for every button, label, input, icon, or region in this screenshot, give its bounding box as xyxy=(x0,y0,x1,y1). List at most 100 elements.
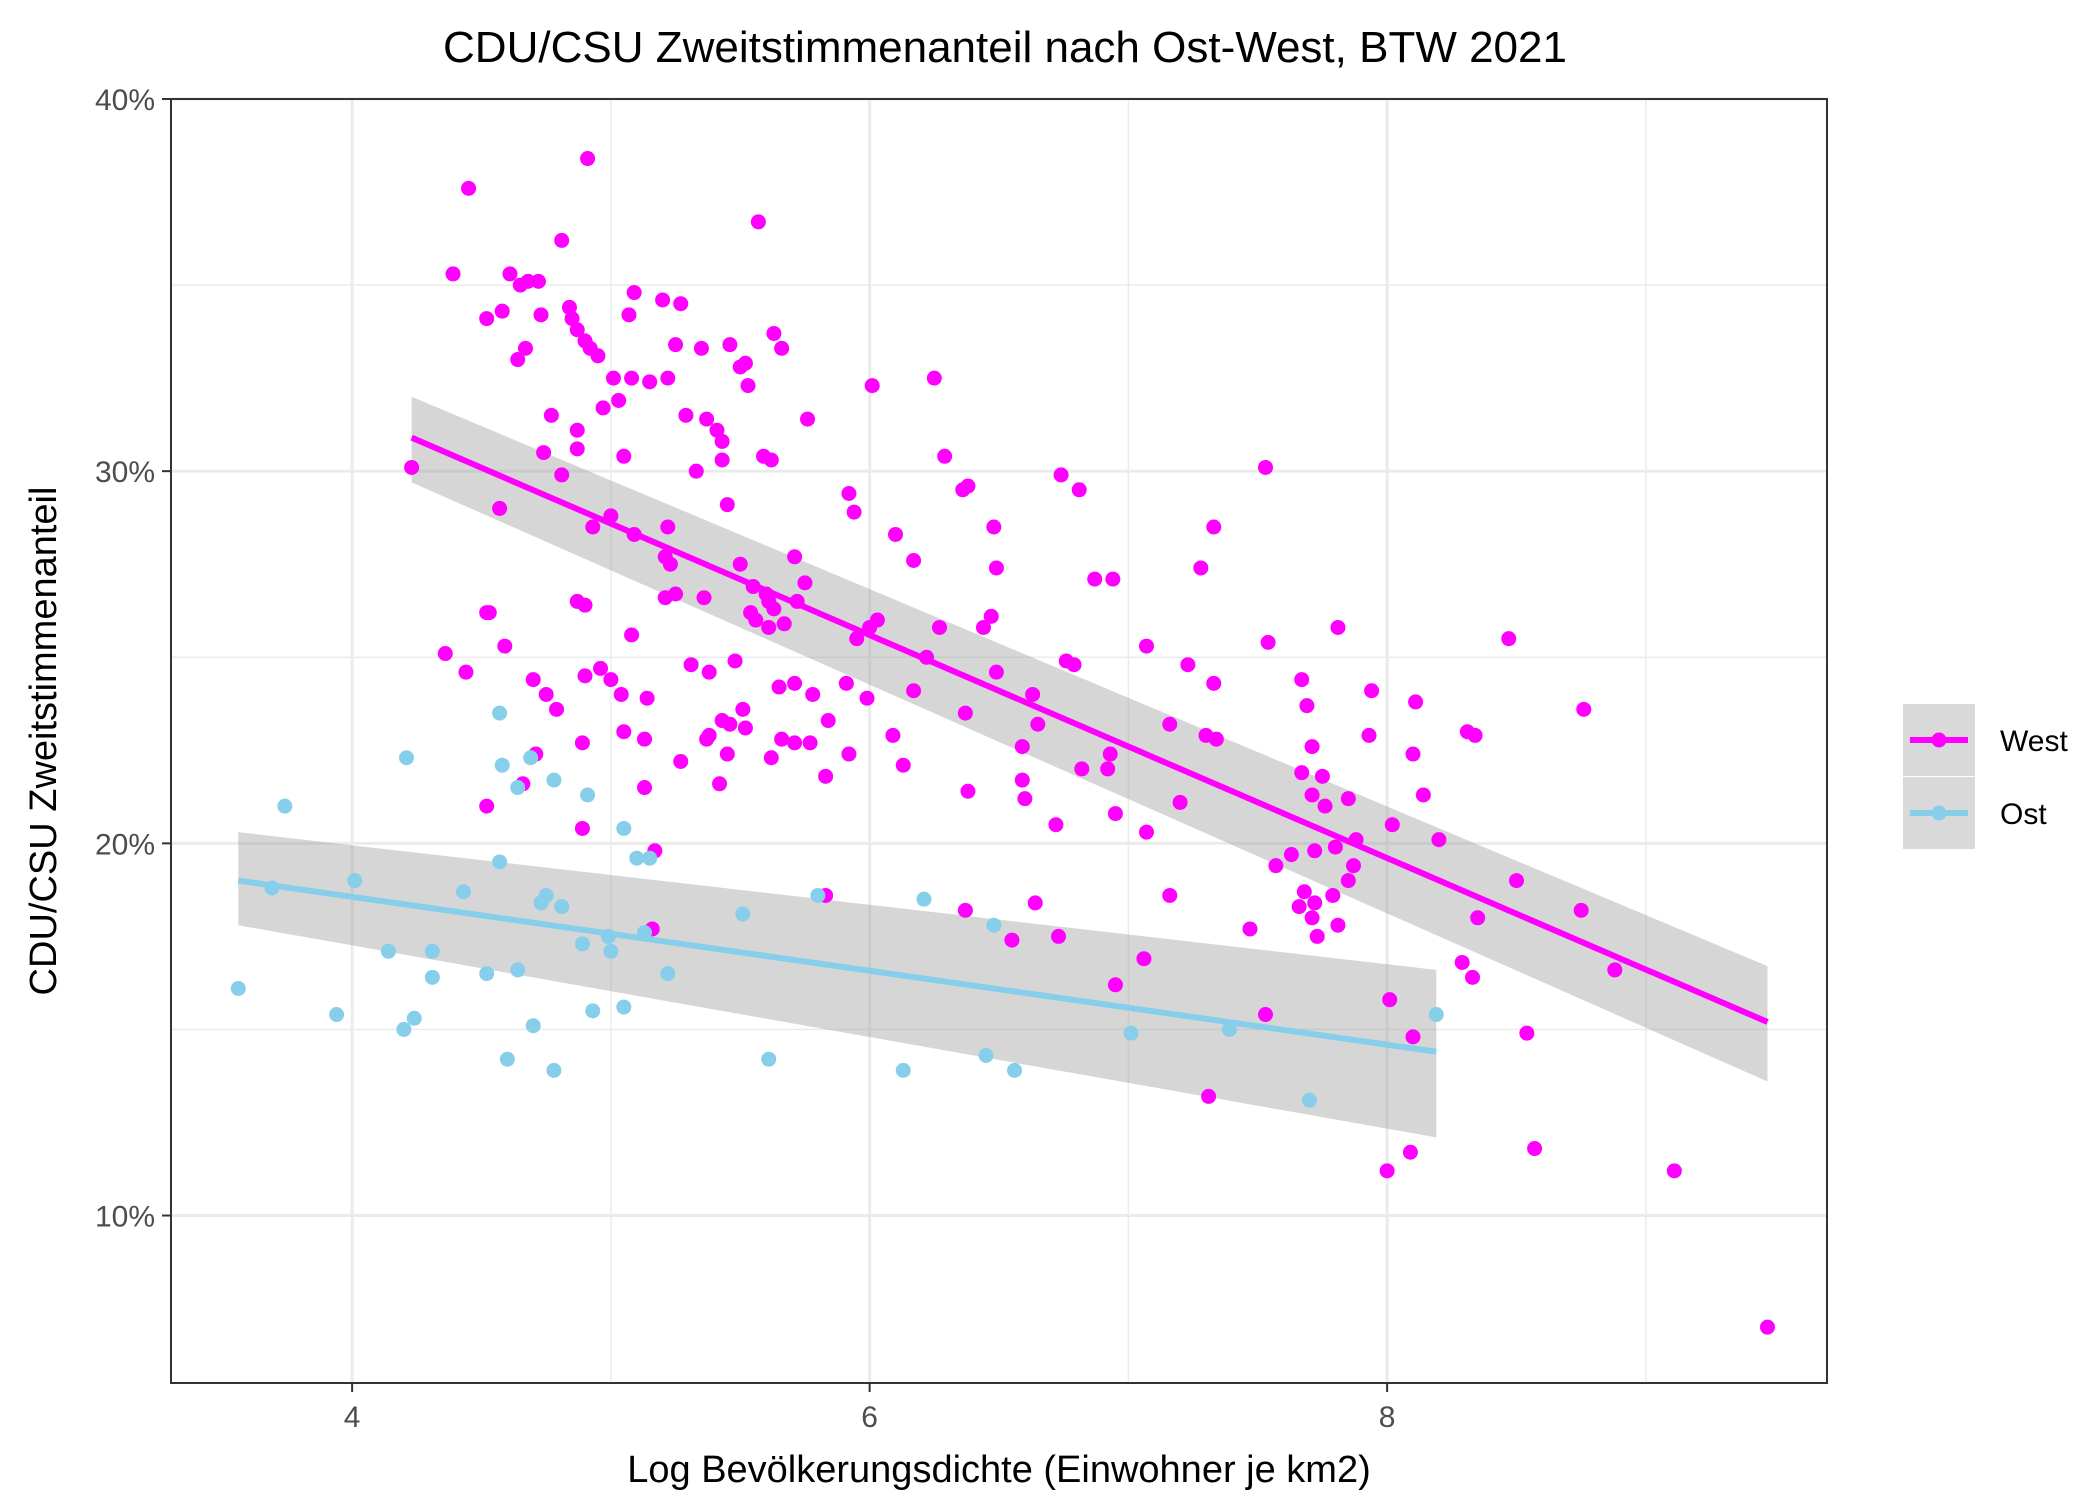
data-point-ost xyxy=(538,887,554,903)
data-point-west xyxy=(714,433,730,449)
data-point-ost xyxy=(1428,1007,1444,1023)
data-point-west xyxy=(714,452,730,468)
data-point-west xyxy=(709,422,725,438)
data-point-west xyxy=(554,232,570,248)
data-point-west xyxy=(1162,887,1178,903)
data-point-west xyxy=(693,340,709,356)
data-point-west xyxy=(719,497,735,513)
data-point-west xyxy=(1017,791,1033,807)
data-point-west xyxy=(639,690,655,706)
data-point-west xyxy=(580,151,596,167)
data-point-west xyxy=(1172,794,1188,810)
data-point-west xyxy=(1294,672,1310,688)
data-point-ost xyxy=(735,906,751,922)
data-point-west xyxy=(1501,631,1517,647)
data-point-west xyxy=(626,285,642,301)
data-point-west xyxy=(624,627,640,643)
data-point-west xyxy=(1309,928,1325,944)
data-point-ost xyxy=(629,850,645,866)
data-point-west xyxy=(1296,884,1312,900)
data-point-west xyxy=(748,612,764,628)
y-axis-title: CDU/CSU Zweitstimmenanteil xyxy=(23,487,65,996)
data-point-west xyxy=(1071,482,1087,498)
axis-ticks: 4 6 8 10% 20% 30% 40% xyxy=(95,84,1396,1434)
data-point-west xyxy=(1268,858,1284,874)
data-point-west xyxy=(846,504,862,520)
data-point-ost xyxy=(1123,1025,1139,1041)
data-point-west xyxy=(1138,638,1154,654)
data-point-west xyxy=(1014,772,1030,788)
data-point-west xyxy=(1405,746,1421,762)
data-point-west xyxy=(1527,1141,1543,1157)
data-point-west xyxy=(1299,698,1315,714)
data-point-west xyxy=(1105,571,1121,587)
data-point-west xyxy=(668,337,684,353)
data-point-west xyxy=(849,631,865,647)
data-point-west xyxy=(611,392,627,408)
data-point-west xyxy=(931,619,947,635)
data-point-west xyxy=(481,605,497,621)
data-point-ost xyxy=(510,780,526,796)
data-point-west xyxy=(678,407,694,423)
data-point-ost xyxy=(916,891,932,907)
data-point-ost xyxy=(761,1051,777,1067)
data-point-west xyxy=(975,619,991,635)
data-point-west xyxy=(603,672,619,688)
data-point-west xyxy=(986,519,1002,535)
data-point-west xyxy=(805,686,821,702)
data-point-west xyxy=(1454,954,1470,970)
data-point-west xyxy=(957,705,973,721)
data-point-west xyxy=(722,337,738,353)
data-point-west xyxy=(616,448,632,464)
data-point-west xyxy=(763,750,779,766)
data-point-west xyxy=(458,664,474,680)
data-point-west xyxy=(1025,686,1041,702)
data-point-west xyxy=(1325,887,1341,903)
data-point-west xyxy=(1206,675,1222,691)
data-point-ost xyxy=(986,917,1002,933)
data-point-west xyxy=(590,348,606,364)
data-point-west xyxy=(766,325,782,341)
data-point-ost xyxy=(616,999,632,1015)
data-point-ost xyxy=(424,943,440,959)
data-point-west xyxy=(1467,727,1483,743)
data-point-west xyxy=(1415,787,1431,803)
data-point-west xyxy=(1004,932,1020,948)
data-point-west xyxy=(683,657,699,673)
data-point-west xyxy=(497,638,513,654)
data-point-west xyxy=(776,616,792,632)
data-point-west xyxy=(1307,843,1323,859)
data-point-west xyxy=(1408,694,1424,710)
plot-border xyxy=(170,98,1828,1384)
data-point-west xyxy=(536,445,552,461)
data-point-west xyxy=(761,619,777,635)
data-point-west xyxy=(774,340,790,356)
data-point-west xyxy=(1138,824,1154,840)
data-point-west xyxy=(1206,519,1222,535)
data-point-west xyxy=(1666,1163,1682,1179)
data-point-west xyxy=(1576,701,1592,717)
data-point-ost xyxy=(574,936,590,952)
data-point-west xyxy=(1258,1007,1274,1023)
legend-point-ost xyxy=(1931,805,1947,821)
data-point-west xyxy=(1345,858,1361,874)
fit-line-ost xyxy=(237,877,1437,1055)
data-point-ost xyxy=(455,884,471,900)
data-point-west xyxy=(461,180,477,196)
data-point-west xyxy=(1087,571,1103,587)
chart-title: CDU/CSU Zweitstimmenanteil nach Ost-West… xyxy=(443,23,1567,72)
data-point-west xyxy=(621,307,637,323)
data-point-west xyxy=(1102,746,1118,762)
data-point-west xyxy=(1519,1025,1535,1041)
data-point-west xyxy=(660,370,676,386)
data-point-west xyxy=(740,378,756,394)
data-point-west xyxy=(988,560,1004,576)
data-point-ost xyxy=(329,1007,345,1023)
data-point-ost xyxy=(660,966,676,982)
data-point-west xyxy=(1465,969,1481,985)
data-point-west xyxy=(404,459,420,475)
data-point-west xyxy=(673,753,689,769)
data-point-west xyxy=(1201,1088,1217,1104)
legend-label-ost: Ost xyxy=(2000,798,2047,831)
data-point-ost xyxy=(546,772,562,788)
